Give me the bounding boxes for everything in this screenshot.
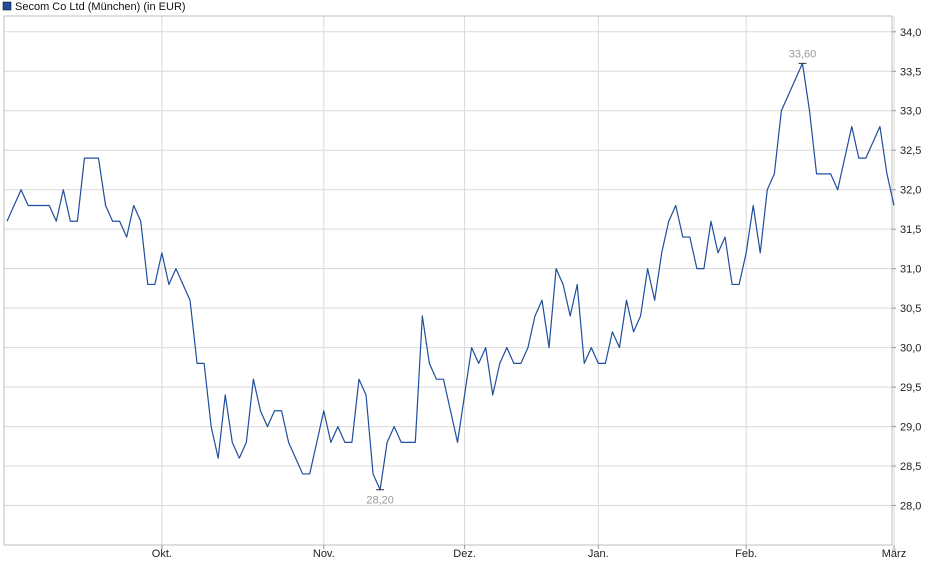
x-tick-label: Jan.: [588, 548, 609, 560]
y-tick-label: 31,0: [900, 264, 921, 276]
x-tick-label: Feb.: [735, 548, 757, 560]
x-tick-label: Dez.: [453, 548, 476, 560]
x-tick-label: März: [882, 548, 906, 560]
x-tick-label: Okt.: [152, 548, 172, 560]
y-tick-label: 32,5: [900, 145, 921, 157]
y-tick-label: 29,5: [900, 382, 921, 394]
y-tick-label: 32,0: [900, 185, 921, 197]
y-tick-label: 28,5: [900, 461, 921, 473]
legend-swatch: [2, 1, 12, 11]
y-tick-label: 31,5: [900, 224, 921, 236]
y-tick-label: 29,0: [900, 422, 921, 434]
annotation-label: 28,20: [366, 495, 394, 507]
plot-area: [3, 15, 893, 546]
series-line: [6, 62, 895, 491]
y-axis: 34,0 33,5 33,0 32,5 32,0 31,5 31,0 30,5 30,0 29,5…: [892, 27, 921, 513]
y-tick-label: 34,0: [900, 27, 921, 39]
legend-label: Secom Co Ltd (München) (in EUR): [15, 1, 186, 13]
chart-legend: Secom Co Ltd (München) (in EUR): [2, 1, 186, 13]
y-tick-label: 28,0: [900, 501, 921, 513]
y-tick-label: 33,0: [900, 106, 921, 118]
y-tick-label: 30,5: [900, 303, 921, 315]
y-tick-label: 33,5: [900, 66, 921, 78]
chart-annotations: 33,60 28,20: [366, 48, 816, 506]
chart-grid: [4, 16, 895, 545]
y-tick-label: 30,0: [900, 343, 921, 355]
x-tick-label: Nov.: [313, 548, 335, 560]
x-axis: Okt. Nov. Dez. Jan. Feb. März: [152, 545, 906, 560]
annotation-label: 33,60: [789, 48, 817, 60]
